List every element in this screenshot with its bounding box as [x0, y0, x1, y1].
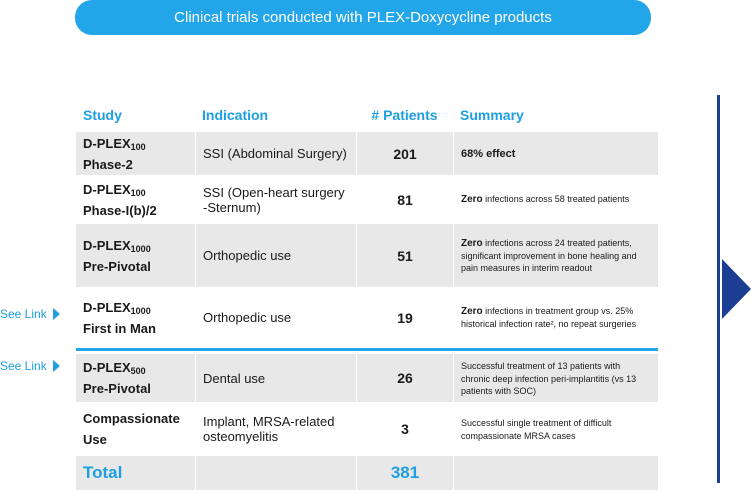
see-link-label: See Link [0, 307, 47, 321]
study-phase: Phase-2 [83, 156, 133, 172]
total-row: Total 381 [76, 456, 658, 490]
study-phase: Use [83, 432, 107, 447]
total-empty-cell [453, 456, 658, 490]
summary-bold: Zero [461, 194, 483, 205]
study-subscript: 1000 [130, 243, 151, 254]
table-row: D-PLEX500 Pre-Pivotal Dental use 26 Succe… [76, 354, 658, 402]
table-row: D-PLEX1000 Pre-Pivotal Orthopedic use 51 … [76, 224, 658, 287]
summary-text: Successful treatment of 13 patients with… [461, 360, 637, 396]
total-empty-cell [195, 456, 356, 490]
study-subscript: 100 [130, 141, 146, 152]
indication-cell: Orthopedic use [195, 224, 356, 287]
patients-cell: 51 [356, 224, 453, 287]
summary-text: infections across 24 treated patients, s… [461, 238, 637, 273]
study-cell: D-PLEX1000 First in Man [76, 290, 195, 345]
indication-cell: SSI (Abdominal Surgery) [195, 132, 356, 175]
study-cell: D-PLEX500 Pre-Pivotal [76, 354, 195, 402]
summary-cell: Zero infections across 58 treated patien… [453, 178, 658, 221]
study-subscript: 100 [130, 187, 146, 198]
summary-cell: Zero infections in treatment group vs. 2… [453, 290, 658, 345]
table-row: D-PLEX100 Phase-2 SSI (Abdominal Surgery)… [76, 132, 658, 175]
see-link-dental[interactable]: See Link [0, 359, 60, 373]
play-arrow-icon [52, 360, 60, 372]
header-study: Study [83, 107, 122, 123]
study-phase: Pre-Pivotal [83, 258, 151, 274]
patients-cell: 3 [356, 405, 453, 453]
table-row: D-PLEX1000 First in Man Orthopedic use 19… [76, 290, 658, 345]
study-name: D-PLEX [83, 237, 131, 253]
blue-divider [76, 348, 658, 351]
summary-bold: 68% effect [461, 147, 516, 160]
clinical-trials-table: Study Indication # Patients Summary D-PL… [76, 98, 658, 493]
study-name: D-PLEX [83, 299, 131, 315]
summary-cell: Successful treatment of 13 patients with… [453, 354, 658, 402]
study-cell: D-PLEX1000 Pre-Pivotal [76, 224, 195, 287]
vertical-divider-line [717, 95, 720, 483]
table-row: Compassionate Use Implant, MRSA-related o… [76, 405, 658, 453]
indication-cell: Implant, MRSA-related osteomyelitis [195, 405, 356, 453]
study-name: Compassionate [83, 411, 180, 426]
study-name: D-PLEX [83, 135, 131, 151]
see-link-first-in-man[interactable]: See Link [0, 307, 60, 321]
patients-cell: 81 [356, 178, 453, 221]
study-subscript: 1000 [130, 305, 151, 316]
table-header-row: Study Indication # Patients Summary [76, 101, 658, 129]
total-patients: 381 [356, 456, 453, 490]
indication-cell: SSI (Open-heart surgery -Sternum) [195, 178, 356, 221]
summary-bold: Zero [461, 238, 483, 249]
summary-text: Successful single treatment of difficult… [461, 417, 612, 441]
see-link-label: See Link [0, 359, 47, 373]
total-label: Total [76, 456, 195, 490]
study-cell: Compassionate Use [76, 405, 195, 453]
indication-cell: Orthopedic use [195, 290, 356, 345]
study-cell: D-PLEX100 Phase-2 [76, 132, 195, 175]
patients-cell: 26 [356, 354, 453, 402]
patients-cell: 201 [356, 132, 453, 175]
patients-cell: 19 [356, 290, 453, 345]
study-phase: Phase-I(b)/2 [83, 202, 157, 218]
study-cell: D-PLEX100 Phase-I(b)/2 [76, 178, 195, 221]
study-name: D-PLEX [83, 181, 131, 197]
summary-bold: Zero [461, 306, 483, 317]
banner-title: Clinical trials conducted with PLEX-Doxy… [75, 0, 651, 35]
header-patients: # Patients [371, 107, 438, 123]
study-subscript: 500 [130, 366, 146, 376]
study-name: D-PLEX [83, 360, 131, 375]
header-indication: Indication [202, 107, 269, 123]
summary-cell: 68% effect [453, 132, 658, 175]
study-phase: Pre-Pivotal [83, 381, 151, 396]
table-row: D-PLEX100 Phase-I(b)/2 SSI (Open-heart su… [76, 178, 658, 221]
summary-cell: Successful single treatment of difficult… [453, 405, 658, 453]
summary-text: infections in treatment group vs. 25% hi… [461, 306, 637, 329]
header-summary: Summary [460, 107, 524, 123]
study-phase: First in Man [83, 320, 156, 336]
right-arrow-icon [722, 259, 751, 319]
separator-row [76, 348, 658, 351]
indication-cell: Dental use [195, 354, 356, 402]
summary-text: infections across 58 treated patients [482, 194, 630, 204]
summary-cell: Zero infections across 24 treated patien… [453, 224, 658, 287]
play-arrow-icon [52, 308, 60, 320]
